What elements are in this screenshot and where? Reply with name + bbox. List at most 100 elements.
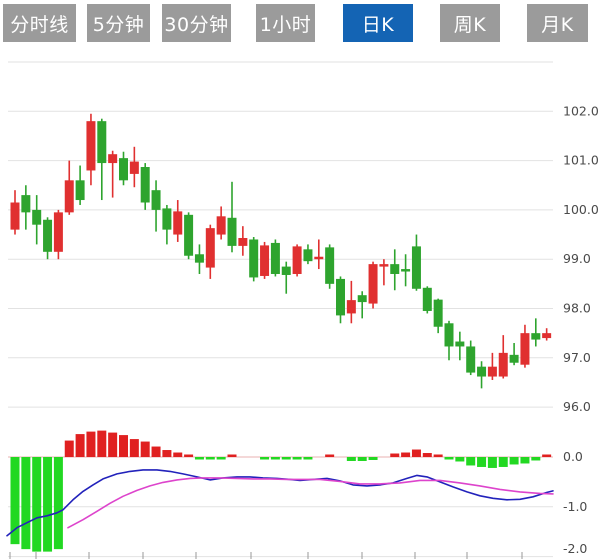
candle [379, 259, 389, 286]
candle [281, 261, 291, 294]
candle-body [216, 216, 226, 235]
macd-bar [75, 434, 85, 457]
macd-bar [292, 457, 302, 460]
candle [314, 239, 324, 270]
macd-bar [53, 457, 63, 550]
candle [509, 343, 519, 366]
candle-body [509, 354, 519, 363]
candle [498, 335, 508, 379]
candle [249, 237, 259, 282]
tab-time-line[interactable]: 分时线 [3, 4, 76, 42]
candle [466, 340, 476, 376]
candle-body [194, 254, 204, 263]
candle [21, 185, 31, 230]
candle-body [53, 212, 63, 252]
candle [194, 244, 204, 274]
candle-body [86, 121, 96, 171]
macd-bar [433, 454, 443, 457]
price-axis-label: 96.0 [563, 399, 591, 414]
price-axis-label: 97.0 [563, 350, 591, 365]
macd-bar [477, 457, 487, 467]
price-axis-label: 100.0 [563, 202, 599, 217]
macd-axis-label: -1.0 [563, 499, 587, 514]
candle-body [444, 323, 454, 347]
macd-bar [21, 457, 31, 550]
candle-body [32, 209, 42, 225]
candle [368, 261, 378, 309]
candle [140, 163, 150, 210]
candle [303, 244, 313, 265]
candle-body [346, 300, 356, 314]
tab-daily-k[interactable]: 日K [343, 4, 413, 42]
candle [119, 151, 128, 186]
candle [173, 200, 183, 242]
tab-1hour[interactable]: 1小时 [256, 4, 315, 42]
candle [401, 254, 411, 287]
macd-bar [303, 457, 313, 460]
candle-body [238, 238, 248, 246]
macd-bar [173, 452, 183, 457]
candle [32, 195, 42, 245]
candle [43, 217, 53, 260]
dea-line [67, 477, 554, 529]
tab-5min[interactable]: 5分钟 [87, 4, 150, 42]
candle-body [466, 346, 476, 373]
candle [216, 206, 226, 240]
macd-bar [520, 457, 530, 464]
macd-bar [444, 457, 454, 460]
candle-body [281, 266, 291, 275]
tab-30min[interactable]: 30分钟 [162, 4, 231, 42]
candle [205, 224, 215, 279]
macd-bar [194, 457, 204, 460]
macd-bar [509, 457, 519, 465]
price-axis-label: 102.0 [563, 103, 599, 118]
candle [542, 328, 552, 341]
candle [129, 146, 139, 188]
candle-body [162, 208, 172, 230]
tab-monthly-k[interactable]: 月K [527, 4, 588, 42]
candle-body [270, 242, 280, 274]
candle-body [21, 195, 31, 213]
candle [292, 244, 302, 277]
candle-body [151, 190, 161, 210]
macd-bar [346, 457, 356, 461]
candle-body [433, 299, 443, 327]
candle [260, 241, 270, 279]
candle-body [422, 287, 432, 311]
candle [227, 181, 237, 253]
candle [270, 239, 280, 277]
candle-body [336, 278, 345, 316]
candle [444, 320, 454, 361]
candle-body [477, 366, 487, 377]
candle [433, 298, 443, 334]
candle [411, 234, 421, 291]
candle [477, 361, 487, 389]
macd-bar [281, 457, 291, 460]
candle [64, 160, 74, 215]
candle [357, 291, 367, 319]
candle [184, 212, 194, 260]
macd-axis-label: -2.0 [563, 541, 587, 556]
candle [10, 190, 20, 235]
candle-body [184, 214, 194, 256]
candle-body [314, 256, 324, 260]
macd-bar [325, 454, 335, 457]
candle-body [498, 352, 508, 377]
macd-bar [542, 454, 552, 457]
macd-bar [368, 457, 378, 460]
candle-body [108, 154, 118, 164]
candle-body [140, 167, 150, 203]
macd-bar [97, 430, 107, 457]
candle-body [411, 246, 421, 289]
price-panel: 102.0 101.0 100.0 99.0 98.0 97.0 96.0 [8, 61, 599, 414]
macd-bar [455, 457, 465, 462]
macd-bar [466, 457, 476, 466]
candle [162, 204, 172, 245]
candle [97, 118, 107, 201]
candle-body [260, 245, 270, 276]
tab-weekly-k[interactable]: 周K [440, 4, 500, 42]
price-axis-label: 98.0 [563, 301, 591, 316]
candle [53, 209, 63, 260]
